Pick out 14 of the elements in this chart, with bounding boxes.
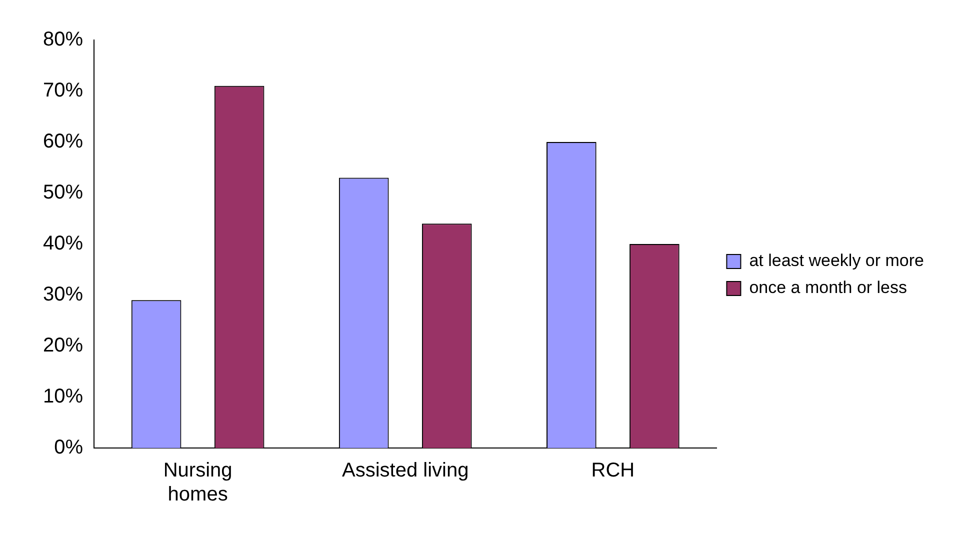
y-tick-label: 10%: [43, 386, 84, 408]
y-tick-label: 80%: [43, 28, 84, 51]
y-tick-label: 20%: [43, 334, 84, 357]
legend-label: once a month or less: [749, 278, 908, 298]
x-tick-label: Assisted living: [342, 460, 469, 482]
y-tick-label: 30%: [43, 284, 84, 306]
y-tick-label: 60%: [43, 130, 84, 153]
legend-label: at least weekly or more: [749, 251, 924, 270]
y-tick-label: 50%: [43, 182, 84, 204]
y-tick-label: 70%: [43, 80, 84, 102]
y-tick-label: 40%: [43, 232, 84, 255]
y-tick-label: 0%: [54, 436, 84, 459]
x-tick-label: Nursing homes: [163, 460, 232, 506]
x-tick-label: RCH: [591, 460, 635, 482]
